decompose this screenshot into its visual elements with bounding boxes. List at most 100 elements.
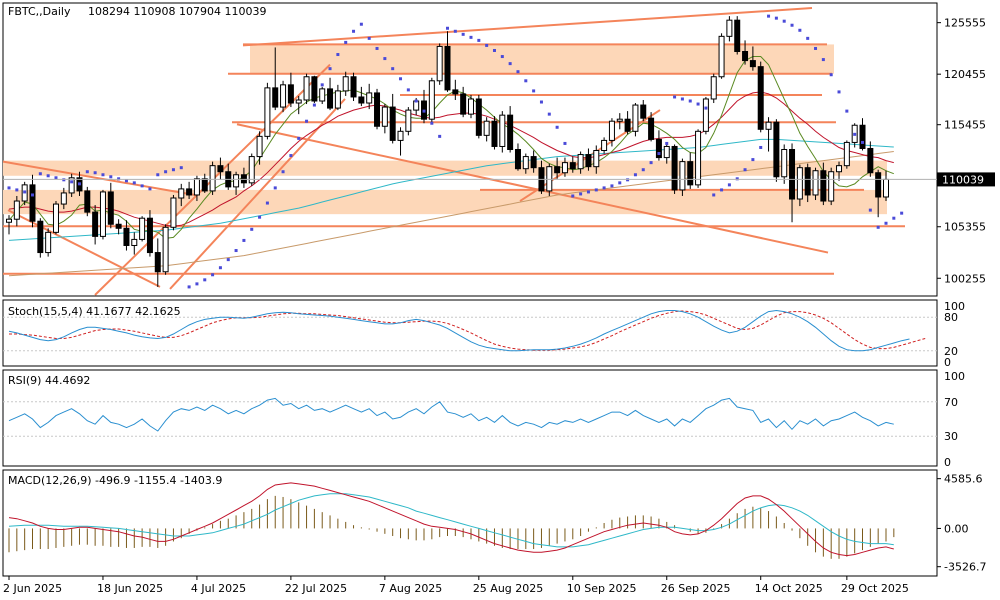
- price-axis: 100255 105355 115455 120455 125555: [937, 17, 986, 285]
- candle-body-57: [452, 89, 459, 95]
- candle-body-50: [397, 130, 404, 141]
- sar-dot-81: [641, 168, 645, 172]
- sar-dot-29: [234, 249, 238, 253]
- date-tick-label-6: 10 Sep 2025: [567, 582, 637, 595]
- sar-dot-111: [876, 225, 880, 229]
- candle-body-36: [287, 84, 294, 104]
- candle-body-48: [381, 106, 388, 127]
- candle-body-111: [875, 172, 882, 198]
- date-tick-label-7: 26 Sep 2025: [661, 582, 731, 595]
- date-tick-label-5: 25 Aug 2025: [473, 582, 543, 595]
- candle-body-63: [499, 114, 506, 147]
- ma-line-long: [8, 138, 894, 241]
- sar-dot-101: [798, 28, 802, 32]
- candle-body-103: [812, 170, 819, 196]
- candle-body-14: [115, 223, 122, 229]
- sar-dot-109: [861, 140, 865, 144]
- rsi-label: RSI(9) 44.4692: [8, 374, 90, 387]
- candle-body-35: [280, 84, 287, 108]
- sar-dot-17: [140, 184, 144, 188]
- candle-body-94: [742, 50, 749, 62]
- sar-dot-16: [132, 181, 136, 185]
- candle-body-46: [366, 92, 373, 104]
- date-tick-label-2: 4 Jul 2025: [191, 582, 246, 595]
- stoch-lines: [8, 309, 926, 352]
- sar-dot-84: [665, 141, 669, 145]
- sar-dot-91: [720, 188, 724, 192]
- candle-body-62: [491, 120, 498, 147]
- sar-dot-103: [814, 46, 818, 50]
- sar-dot-113: [892, 216, 896, 220]
- sar-dot-102: [806, 36, 810, 40]
- sar-dot-100: [790, 23, 794, 27]
- candle-body-100: [789, 149, 796, 200]
- sar-dot-112: [884, 221, 888, 225]
- candle-body-7: [60, 192, 67, 205]
- sar-dot-85: [673, 95, 677, 99]
- candle-body-5: [45, 231, 52, 254]
- sar-dot-42: [336, 53, 340, 57]
- sar-dot-19: [156, 173, 160, 177]
- candle-body-31: [248, 156, 255, 184]
- sar-dot-46: [367, 36, 371, 40]
- candle-body-65: [514, 149, 521, 170]
- candle-body-11: [92, 211, 99, 237]
- sar-dot-21: [171, 168, 175, 172]
- candle-body-45: [358, 96, 365, 104]
- sar-dot-26: [211, 273, 215, 277]
- candle-body-37: [295, 99, 302, 104]
- sar-dot-66: [524, 79, 528, 83]
- sar-dot-2: [23, 190, 27, 194]
- chart-header-symbol: FBTC,,Daily: [8, 5, 71, 18]
- sar-dot-82: [649, 161, 653, 165]
- sar-dot-83: [657, 152, 661, 156]
- candle-body-77: [608, 120, 615, 141]
- sar-dot-99: [782, 19, 786, 23]
- macd-label: MACD(12,26,9) -496.9 -1155.4 -1403.9: [8, 474, 222, 487]
- sar-dot-11: [93, 171, 97, 175]
- candle-body-67: [530, 156, 537, 169]
- sar-dot-88: [696, 102, 700, 106]
- zone-mid-lower: [3, 189, 887, 215]
- sar-dot-27: [218, 266, 222, 270]
- sar-dot-39: [312, 103, 316, 107]
- candlesticks: [6, 16, 889, 287]
- sar-dot-6: [54, 176, 58, 180]
- sar-dot-41: [328, 67, 332, 71]
- date-axis: 2 Jun 2025 18 Jun 2025 4 Jul 2025 22 Jul 20…: [3, 576, 909, 595]
- candle-body-90: [710, 76, 717, 100]
- candle-body-72: [569, 162, 576, 170]
- candle-body-20: [162, 226, 169, 273]
- sar-dot-90: [712, 193, 716, 197]
- sar-dot-53: [422, 109, 426, 113]
- sar-dot-95: [751, 158, 755, 162]
- sar-dot-24: [195, 282, 199, 286]
- sar-dot-72: [571, 194, 575, 198]
- candle-body-79: [624, 118, 631, 132]
- candle-body-15: [123, 227, 130, 246]
- sar-dot-48: [383, 57, 387, 61]
- sar-dot-13: [109, 175, 113, 179]
- candle-body-69: [546, 166, 553, 192]
- sar-dot-97: [767, 14, 771, 18]
- price-horizontal-lines: [3, 43, 905, 275]
- candle-body-92: [726, 19, 733, 37]
- candle-body-0: [6, 218, 12, 223]
- sar-dot-20: [164, 170, 168, 174]
- sar-dot-32: [258, 215, 262, 219]
- price-tick-label-4: 125555: [944, 17, 986, 30]
- candle-body-16: [131, 238, 138, 246]
- candle-body-6: [52, 203, 59, 233]
- candle-body-8: [68, 177, 75, 194]
- sar-dot-28: [226, 258, 230, 262]
- sar-dot-60: [477, 38, 481, 42]
- candle-body-93: [734, 19, 741, 52]
- sar-dot-54: [430, 121, 434, 125]
- sar-dot-77: [610, 184, 614, 188]
- candle-body-102: [804, 167, 811, 196]
- candle-body-40: [319, 88, 326, 102]
- candle-body-82: [648, 117, 655, 140]
- sar-dot-69: [547, 112, 551, 116]
- sar-dot-9: [77, 182, 81, 186]
- candle-body-83: [655, 138, 662, 159]
